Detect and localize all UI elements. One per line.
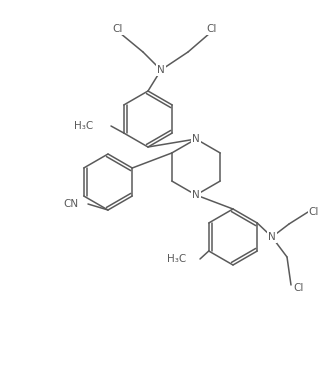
Text: N: N <box>268 232 276 242</box>
Text: Cl: Cl <box>113 24 123 34</box>
Text: H₃C: H₃C <box>167 254 186 264</box>
Text: CN: CN <box>63 199 78 209</box>
Text: Cl: Cl <box>309 207 319 217</box>
Text: Cl: Cl <box>294 283 304 293</box>
Text: N: N <box>192 134 200 144</box>
Text: N: N <box>192 190 200 200</box>
Text: Cl: Cl <box>207 24 217 34</box>
Text: H₃C: H₃C <box>74 121 93 131</box>
Text: N: N <box>157 65 165 75</box>
